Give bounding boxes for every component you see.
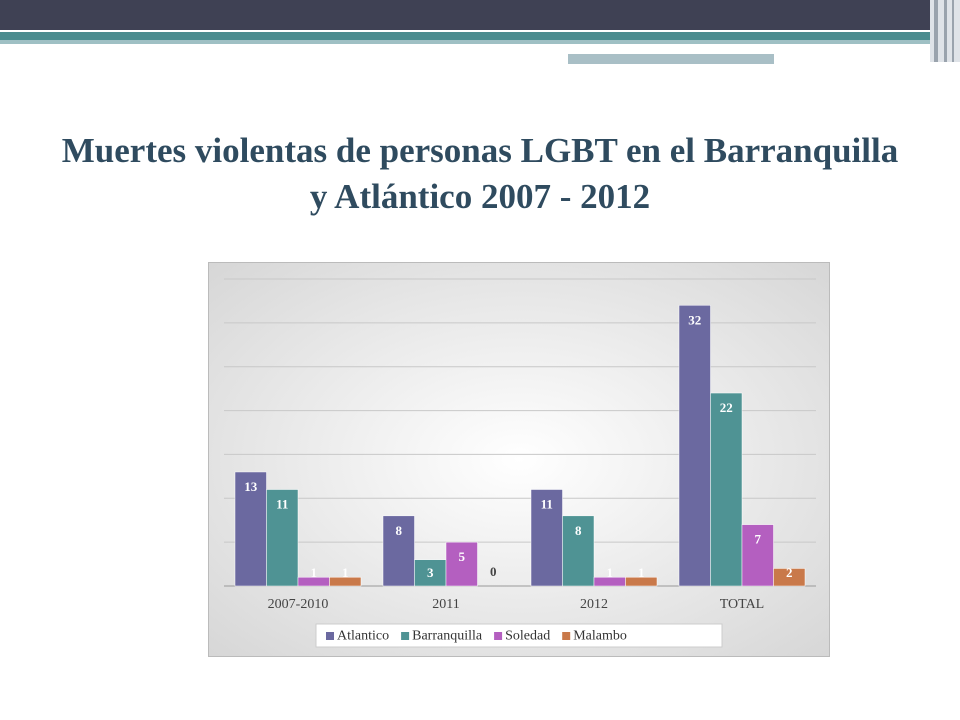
x-tick-label: TOTAL	[720, 597, 765, 612]
legend-swatch	[494, 632, 503, 640]
bar	[414, 559, 447, 587]
data-label: 11	[276, 496, 288, 511]
data-label: 1	[342, 565, 349, 580]
legend-label: Soledad	[505, 629, 550, 644]
data-label: 8	[575, 523, 582, 538]
legend-swatch	[326, 632, 334, 640]
slide-title: Muertes violentas de personas LGBT en el…	[61, 131, 899, 216]
data-label: 8	[396, 523, 403, 538]
data-label: 13	[244, 479, 258, 494]
bar	[329, 576, 362, 587]
legend-swatch	[562, 632, 571, 640]
data-label: 0	[490, 564, 497, 579]
bar	[710, 392, 743, 587]
bar	[530, 489, 563, 587]
bar	[266, 489, 299, 587]
x-tick-label: 2007-2010	[268, 597, 329, 612]
bar	[234, 471, 267, 587]
bar	[445, 541, 478, 587]
data-label: 11	[541, 496, 553, 511]
legend-swatch	[401, 632, 410, 640]
data-label: 1	[607, 565, 614, 580]
data-label: 1	[638, 565, 645, 580]
bar	[678, 305, 711, 587]
legend-label: Malambo	[573, 629, 627, 644]
bar	[562, 515, 595, 587]
bar	[773, 568, 806, 587]
x-tick-label: 2012	[580, 597, 608, 612]
data-label: 5	[459, 549, 466, 564]
legend-label: Barranquilla	[412, 629, 483, 644]
bar	[382, 515, 415, 587]
bar	[625, 576, 658, 587]
data-label: 7	[755, 532, 762, 547]
legend-box	[315, 623, 723, 648]
data-label: 2	[786, 565, 793, 580]
data-label: 32	[688, 312, 701, 327]
x-tick-label: 2011	[432, 597, 459, 612]
data-label: 3	[427, 565, 434, 580]
legend-label: Atlantico	[337, 629, 389, 644]
data-label: 1	[311, 565, 318, 580]
data-label: 22	[720, 400, 733, 415]
bar	[741, 524, 774, 587]
